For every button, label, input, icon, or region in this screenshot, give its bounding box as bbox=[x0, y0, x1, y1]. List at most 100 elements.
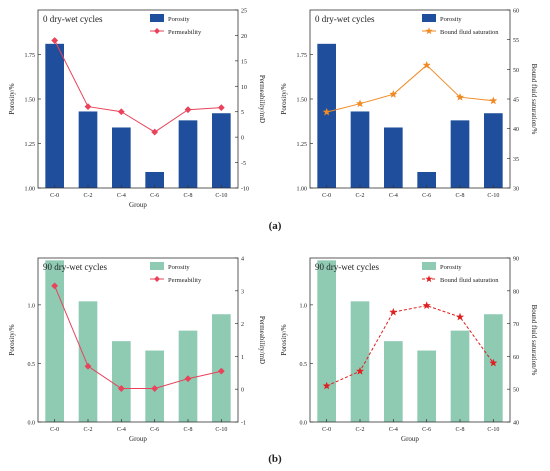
x-tick-label: C-6 bbox=[422, 193, 431, 199]
porosity-bar-C-10 bbox=[484, 113, 503, 188]
right-tick-label: 60 bbox=[513, 355, 519, 361]
legend-label-line: Bound fluid saturation bbox=[440, 277, 499, 284]
x-tick-label: C-0 bbox=[322, 193, 331, 199]
chart-2-permeability-90-cycles: 0.0 0.5 1.0 -1 0 1 2 3 4 C-0 C-2 C-4 C-6 C-8 C-10 Group… bbox=[8, 257, 266, 444]
data-point-C-8 bbox=[456, 93, 464, 101]
x-axis-label: Group bbox=[401, 435, 419, 443]
x-tick-label: C-8 bbox=[184, 193, 193, 199]
data-point-C-6 bbox=[422, 301, 431, 309]
panel-label-b: (b) bbox=[268, 453, 282, 465]
legend-label-porosity: Porosity bbox=[168, 16, 190, 23]
chart-1-bound-fluid-0-cycles: 1.00 1.25 1.50 1.75 30 35 40 45 50 55 60 C-0 C-2 C-4 C… bbox=[280, 9, 538, 200]
x-tick-label: C-2 bbox=[356, 193, 365, 199]
right-axis-label: Permeability/mD bbox=[258, 316, 266, 364]
left-tick-label: 1.75 bbox=[25, 53, 36, 59]
right-tick-label: 15 bbox=[241, 59, 247, 65]
porosity-bar-C-4 bbox=[384, 341, 403, 422]
porosity-bar-C-2 bbox=[350, 301, 370, 422]
right-tick-label: 30 bbox=[513, 187, 519, 193]
left-tick-label: 0.5 bbox=[300, 362, 308, 368]
chart-3-bound-fluid-90-cycles: 0.0 0.5 1.0 40 50 60 70 80 90 C-0 C-2 C-4 C-6 C-8 C-10… bbox=[280, 257, 538, 444]
chart-title: 0 dry-wet cycles bbox=[315, 14, 375, 24]
legend-marker bbox=[154, 28, 160, 34]
x-axis-label: Group bbox=[129, 201, 147, 209]
data-point-C-10 bbox=[489, 96, 498, 105]
series-line-bound-fluid-saturation bbox=[326, 64, 494, 113]
x-tick-label: C-8 bbox=[456, 427, 465, 433]
data-point-C-4 bbox=[389, 307, 398, 316]
legend-marker bbox=[154, 276, 160, 282]
right-tick-label: 40 bbox=[513, 127, 519, 133]
x-tick-label: C-2 bbox=[84, 193, 93, 199]
chart-title: 0 dry-wet cycles bbox=[43, 14, 103, 24]
right-tick-label: -5 bbox=[241, 161, 246, 167]
x-axis-label: Group bbox=[129, 435, 147, 443]
data-point-C-10 bbox=[489, 358, 498, 367]
legend-label-line: Bound fluid saturation bbox=[440, 29, 499, 36]
right-tick-label: 60 bbox=[513, 9, 519, 15]
right-tick-label: 45 bbox=[513, 98, 519, 104]
data-point-C-0 bbox=[51, 282, 59, 290]
right-tick-label: 25 bbox=[241, 9, 247, 15]
left-tick-label: 0.0 bbox=[300, 421, 308, 427]
series-line-permeability bbox=[54, 285, 222, 389]
legend-swatch-porosity bbox=[422, 262, 436, 270]
data-point-C-10 bbox=[217, 367, 225, 375]
x-tick-label: C-0 bbox=[50, 193, 59, 199]
series-line-permeability bbox=[54, 40, 222, 133]
x-tick-label: C-4 bbox=[389, 193, 398, 199]
left-tick-label: 1.50 bbox=[25, 98, 36, 104]
left-tick-label: 1.25 bbox=[297, 142, 308, 148]
right-tick-label: 50 bbox=[513, 388, 519, 394]
left-tick-label: 1.25 bbox=[25, 142, 36, 148]
right-tick-label: -1 bbox=[241, 421, 246, 427]
x-tick-label: C-0 bbox=[50, 427, 59, 433]
data-point-C-6 bbox=[151, 128, 159, 136]
x-tick-label: C-10 bbox=[215, 427, 227, 433]
x-tick-label: C-10 bbox=[487, 193, 499, 199]
left-tick-label: 0.5 bbox=[28, 362, 36, 368]
chart-title: 90 dry-wet cycles bbox=[315, 262, 379, 272]
legend-label-porosity: Porosity bbox=[440, 16, 462, 23]
left-tick-label: 1.0 bbox=[28, 303, 36, 309]
data-point-C-8 bbox=[184, 375, 192, 383]
right-tick-label: -10 bbox=[241, 187, 249, 193]
x-tick-label: C-2 bbox=[84, 427, 93, 433]
series-line-bound-fluid-saturation bbox=[326, 305, 494, 387]
data-point-C-8 bbox=[184, 106, 192, 114]
right-tick-label: 55 bbox=[513, 38, 519, 44]
porosity-bar-C-8 bbox=[450, 120, 470, 188]
data-point-C-0 bbox=[322, 381, 331, 390]
right-tick-label: 90 bbox=[513, 257, 519, 263]
right-tick-label: 4 bbox=[241, 257, 244, 263]
data-point-C-8 bbox=[456, 312, 464, 321]
porosity-bar-C-2 bbox=[350, 111, 370, 188]
legend-label-line: Permeability bbox=[168, 29, 202, 36]
left-tick-label: 1.0 bbox=[300, 303, 308, 309]
x-tick-label: C-2 bbox=[356, 427, 365, 433]
data-point-C-2 bbox=[356, 99, 364, 108]
right-tick-label: 3 bbox=[241, 289, 244, 295]
data-point-C-4 bbox=[117, 385, 125, 392]
left-tick-label: 0.0 bbox=[28, 421, 36, 427]
data-point-C-2 bbox=[356, 367, 364, 375]
data-point-C-2 bbox=[84, 103, 92, 111]
plot-frame bbox=[37, 257, 239, 423]
left-tick-label: 1.50 bbox=[297, 98, 308, 104]
panel-label-a: (a) bbox=[269, 220, 282, 232]
right-tick-label: 20 bbox=[241, 34, 247, 40]
right-axis-label: Permeability/mD bbox=[258, 75, 266, 123]
data-point-C-2 bbox=[84, 362, 92, 370]
legend-marker bbox=[425, 275, 433, 283]
data-point-C-6 bbox=[151, 385, 159, 392]
porosity-bar-C-4 bbox=[384, 127, 403, 188]
porosity-bar-C-10 bbox=[212, 113, 231, 188]
x-tick-label: C-8 bbox=[184, 427, 193, 433]
porosity-bar-C-0 bbox=[45, 43, 64, 188]
data-point-C-10 bbox=[217, 104, 225, 112]
chart-title: 90 dry-wet cycles bbox=[43, 262, 107, 272]
data-point-C-0 bbox=[322, 107, 331, 116]
left-axis-label: Porosity/% bbox=[280, 324, 288, 355]
left-axis-label: Porosity/% bbox=[280, 83, 288, 114]
left-axis-label: Porosity/% bbox=[8, 83, 16, 114]
